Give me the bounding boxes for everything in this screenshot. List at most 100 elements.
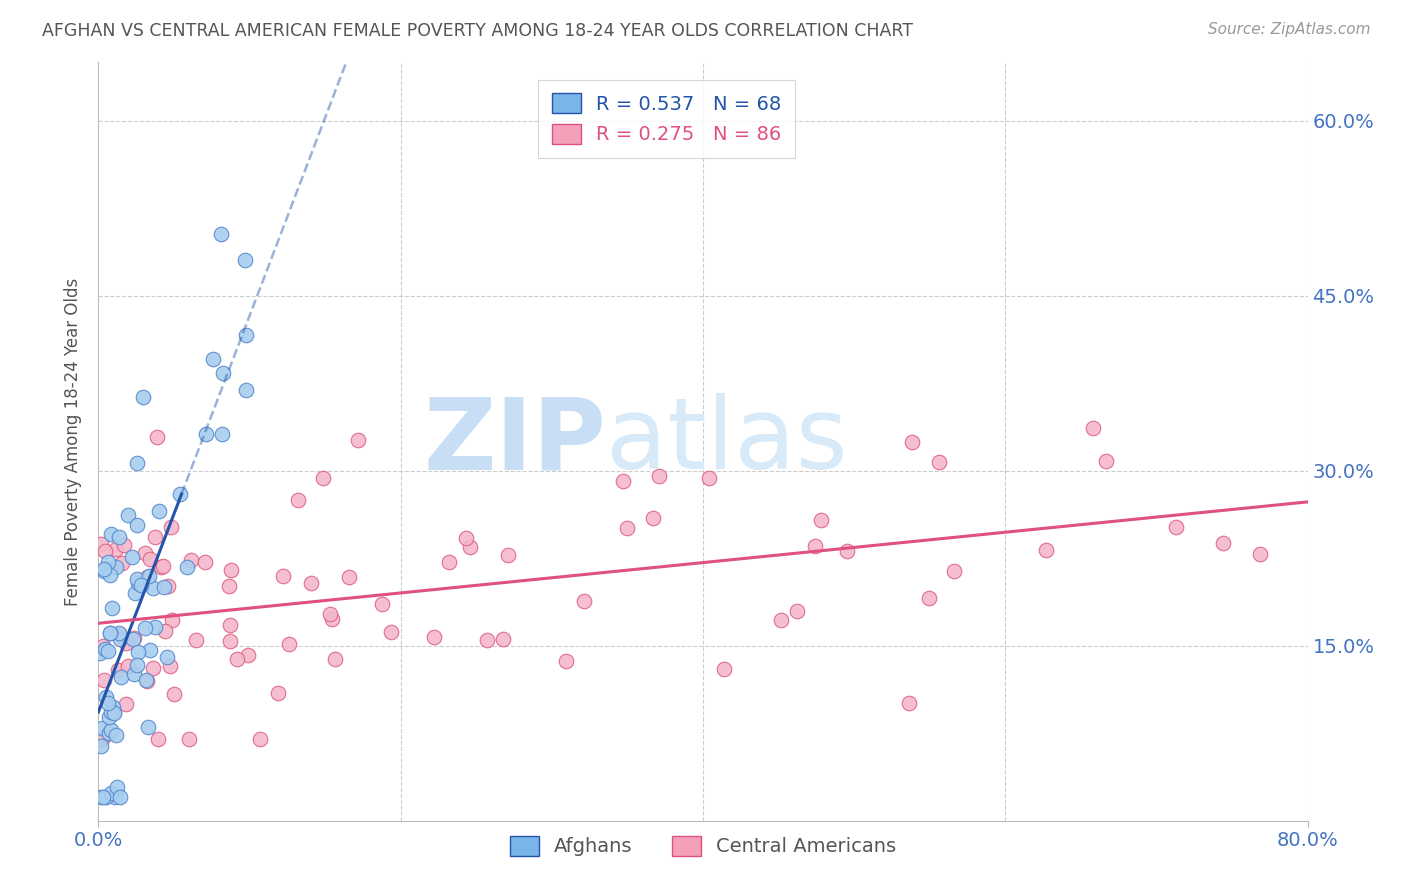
Point [98,625,121,640]
Point [152,581,174,595]
Point [156,649,179,664]
Point [148,504,170,518]
Point [1164,520,1187,534]
Point [90,739,112,753]
Text: ZIP: ZIP [423,393,606,490]
Point [108,625,131,640]
Point [135,570,157,584]
Point [139,552,162,566]
Point [146,429,169,443]
Point [121,549,143,564]
Point [107,664,129,678]
Point [380,625,402,640]
Point [111,557,134,571]
Point [143,530,166,544]
Point [1249,547,1271,561]
Point [180,553,202,567]
Legend: Afghans, Central Americans: Afghans, Central Americans [502,828,904,864]
Point [135,673,157,687]
Point [146,731,169,746]
Point [267,686,290,700]
Point [271,568,294,582]
Point [347,433,370,447]
Point [104,790,127,805]
Point [98,725,121,739]
Point [100,601,122,615]
Point [122,632,145,647]
Point [169,487,191,501]
Point [134,546,156,560]
Y-axis label: Female Poverty Among 18-24 Year Olds: Female Poverty Among 18-24 Year Olds [65,277,83,606]
Point [98,568,121,582]
Point [124,586,146,600]
Point [233,252,256,267]
Point [108,530,131,544]
Point [93,673,115,687]
Point [97,555,120,569]
Point [371,597,394,611]
Point [108,790,131,805]
Point [278,637,301,651]
Point [93,564,115,578]
Point [235,327,257,342]
Point [713,662,735,676]
Point [211,426,233,441]
Point [176,560,198,574]
Point [136,674,159,689]
Point [136,720,159,734]
Text: Source: ZipAtlas.com: Source: ZipAtlas.com [1208,22,1371,37]
Point [159,658,181,673]
Point [498,548,520,562]
Point [249,731,271,746]
Point [90,731,112,746]
Point [917,591,939,606]
Point [897,696,920,710]
Point [194,555,217,569]
Point [218,579,240,593]
Point [93,562,115,576]
Point [235,384,257,398]
Point [160,613,183,627]
Point [104,729,127,743]
Point [115,698,138,712]
Point [112,538,135,552]
Point [142,661,165,675]
Point [201,352,224,367]
Point [100,723,122,738]
Point [127,658,149,673]
Point [697,471,720,485]
Text: AFGHAN VS CENTRAL AMERICAN FEMALE POVERTY AMONG 18-24 YEAR OLDS CORRELATION CHAR: AFGHAN VS CENTRAL AMERICAN FEMALE POVERT… [42,22,912,40]
Point [90,537,112,551]
Point [105,560,128,574]
Point [901,434,924,449]
Point [555,654,578,668]
Point [616,521,638,535]
Point [1081,421,1104,435]
Point [1035,543,1057,558]
Point [643,511,665,525]
Point [143,620,166,634]
Point [127,575,149,590]
Point [1212,536,1234,550]
Point [195,426,218,441]
Point [149,560,172,574]
Point [225,651,247,665]
Point [89,646,111,660]
Point [129,578,152,592]
Point [163,687,186,701]
Point [160,520,183,534]
Point [221,563,243,577]
Point [212,366,235,380]
Point [91,731,114,746]
Point [100,527,122,541]
Point [91,639,114,653]
Point [337,570,360,584]
Point [312,471,335,485]
Point [218,634,240,648]
Point [287,493,309,508]
Point [125,518,148,533]
Point [299,576,322,591]
Point [134,621,156,635]
Point [110,670,132,684]
Point [156,579,179,593]
